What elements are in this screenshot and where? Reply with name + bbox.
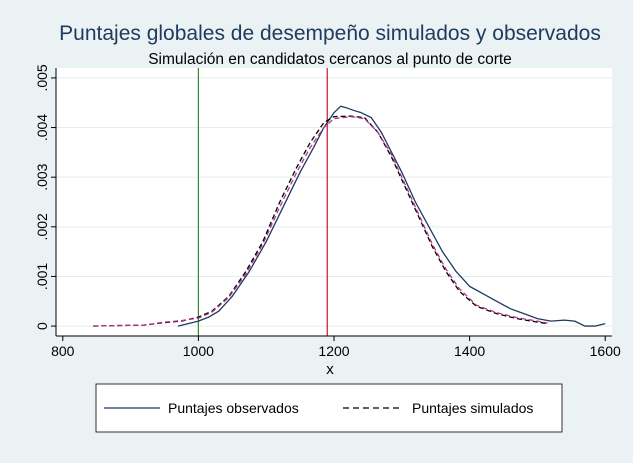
legend-label-observed: Puntajes observados bbox=[168, 400, 299, 416]
x-tick-label-1: 1000 bbox=[183, 343, 214, 359]
x-tick-label-4: 1600 bbox=[590, 343, 621, 359]
y-tick-label-1: .001 bbox=[34, 263, 50, 290]
series-line-2 bbox=[93, 115, 548, 327]
chart-title: Puntajes globales de desempeño simulados… bbox=[59, 22, 601, 45]
chart-subtitle: Simulación en candidatos cercanos al pun… bbox=[148, 51, 512, 68]
grid-lines bbox=[56, 77, 612, 327]
plot-area bbox=[56, 68, 612, 336]
y-tick-label-5: .005 bbox=[34, 64, 50, 91]
x-tick-label-3: 1400 bbox=[454, 343, 485, 359]
legend-label-simulated: Puntajes simulados bbox=[412, 400, 533, 416]
x-axis-label: x bbox=[326, 361, 334, 378]
y-tick-label-4: .004 bbox=[34, 114, 50, 141]
y-tick-label-2: .002 bbox=[34, 213, 50, 240]
x-tick-label-2: 1200 bbox=[318, 343, 349, 359]
x-axis-ticks: 800 1000 1200 1400 1600 bbox=[51, 336, 621, 359]
y-tick-label-0: 0 bbox=[34, 322, 50, 330]
y-tick-label-3: .003 bbox=[34, 163, 50, 190]
series-lines bbox=[93, 105, 606, 327]
series-line-0 bbox=[177, 105, 606, 327]
y-axis-ticks: 0 .001 .002 .003 .004 .005 bbox=[34, 64, 56, 330]
legend-box bbox=[95, 383, 563, 433]
reference-lines bbox=[197, 68, 328, 336]
x-tick-label-0: 800 bbox=[51, 343, 75, 359]
